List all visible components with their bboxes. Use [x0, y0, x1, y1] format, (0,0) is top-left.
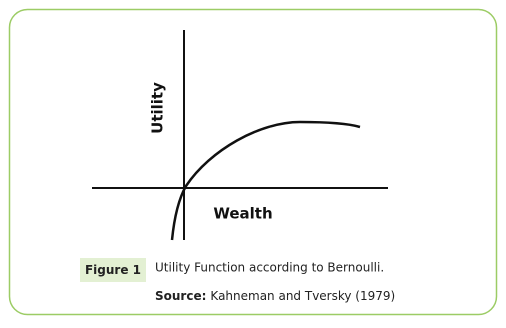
- source-label: Source:: [155, 289, 206, 303]
- y-axis-label: Utility: [149, 82, 167, 134]
- figure-label-box: [80, 258, 146, 282]
- x-axis-label: Wealth: [213, 205, 272, 223]
- source-text: Kahneman and Tversky (1979): [210, 289, 395, 303]
- caption-text: Utility Function according to Bernoulli.: [155, 261, 384, 275]
- figure-label: Figure 1: [85, 263, 141, 277]
- panel-border: [8, 8, 498, 316]
- caption-source: Source: Kahneman and Tversky (1979): [155, 289, 395, 303]
- utility-curve: [170, 120, 361, 241]
